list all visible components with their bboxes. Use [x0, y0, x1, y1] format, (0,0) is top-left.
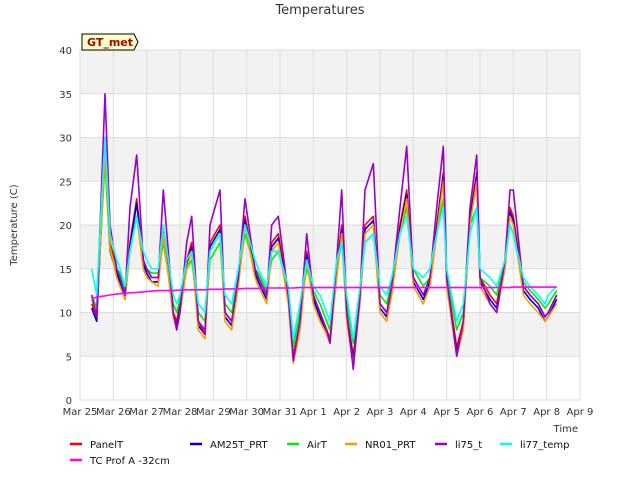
legend-label: AM25T_PRT	[210, 440, 269, 451]
legend-item: TC Prof A -32cm	[70, 456, 170, 467]
x-tick-label: Mar 28	[163, 407, 198, 418]
legend-item: AM25T_PRT	[190, 440, 269, 451]
series-line-nr01-prt	[90, 154, 558, 366]
x-tick-label: Apr 3	[367, 407, 394, 418]
legend-label: PanelT	[90, 440, 124, 451]
x-tick-label: Mar 31	[263, 407, 298, 418]
legend-item: li75_t	[435, 440, 482, 451]
plot-band	[80, 137, 580, 182]
y-tick-label: 5	[66, 352, 72, 363]
x-tick-label: Apr 5	[433, 407, 460, 418]
y-tick-label: 30	[59, 134, 72, 145]
legend-item: AirT	[287, 440, 328, 451]
legend: PanelT AM25T_PRT AirT NR01_PRT li75_t li77_te…	[70, 440, 569, 467]
y-tick-label: 20	[59, 221, 72, 232]
y-tick-label: 35	[59, 90, 72, 101]
x-tick-label: Apr 7	[500, 407, 527, 418]
legend-item: PanelT	[70, 440, 124, 451]
x-tick-label: Apr 2	[333, 407, 360, 418]
legend-label: li77_temp	[520, 440, 569, 451]
x-tick-label: Apr 6	[467, 407, 494, 418]
x-axis-label: Time	[553, 424, 578, 435]
series-line-li77-temp	[90, 136, 558, 340]
x-tick-label: Apr 8	[533, 407, 560, 418]
x-tick-label: Mar 30	[229, 407, 264, 418]
badge-label: GT_met	[87, 36, 133, 49]
legend-label: li75_t	[455, 440, 482, 451]
legend-item: li77_temp	[500, 440, 569, 451]
gt-met-badge: GT_met	[81, 33, 139, 51]
x-tick-label: Apr 1	[300, 407, 327, 418]
y-tick-label: 0	[66, 396, 72, 407]
x-tick-label: Mar 25	[63, 407, 98, 418]
series-line-tc-prof-a-32cm	[91, 286, 557, 301]
legend-item: NR01_PRT	[345, 440, 416, 451]
y-axis-ticks: 0 5 10 15 20 25 30 35 40	[59, 46, 72, 407]
y-tick-label: 25	[59, 177, 72, 188]
legend-label: AirT	[307, 440, 328, 451]
legend-label: TC Prof A -32cm	[89, 456, 170, 467]
chart-title: Temperatures	[274, 3, 364, 18]
plot-band	[80, 50, 580, 94]
y-axis-label: Temperature (C)	[9, 184, 20, 266]
x-tick-label: Mar 29	[196, 407, 231, 418]
x-tick-label: Mar 26	[96, 407, 131, 418]
legend-label: NR01_PRT	[365, 440, 416, 451]
x-tick-label: Apr 9	[567, 407, 594, 418]
x-tick-label: Apr 4	[400, 407, 427, 418]
y-tick-label: 40	[59, 46, 72, 57]
x-tick-label: Mar 27	[129, 407, 164, 418]
series-lines	[90, 93, 558, 371]
y-tick-label: 10	[59, 309, 72, 320]
y-tick-label: 15	[59, 265, 72, 276]
